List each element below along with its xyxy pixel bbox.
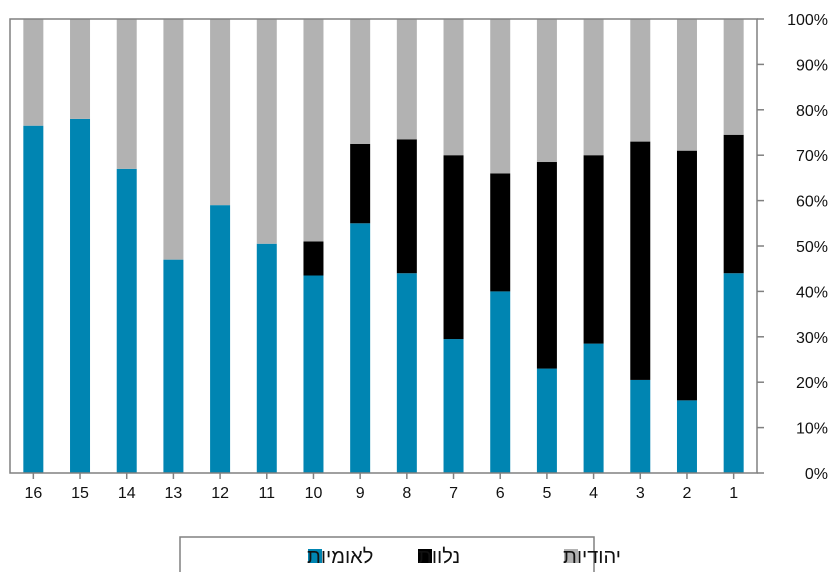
- bar-group-8: [396, 19, 417, 473]
- y-tick-label: 70%: [796, 148, 828, 165]
- bar-segment-7-series-1: [443, 339, 464, 473]
- y-tick-label: 10%: [796, 421, 828, 438]
- bar-group-15: [70, 19, 91, 473]
- bars-layer: [23, 19, 744, 473]
- bar-group-13: [163, 19, 184, 473]
- bar-segment-9-series-1: [350, 223, 371, 473]
- x-tick-label: 16: [24, 485, 42, 502]
- bar-segment-3-series-3: [630, 19, 651, 142]
- legend-swatch: [418, 549, 432, 563]
- bar-segment-4-series-2: [583, 155, 604, 344]
- x-tick-label: 12: [211, 485, 229, 502]
- x-tick-label: 15: [71, 485, 89, 502]
- bar-segment-11-series-3: [256, 19, 277, 244]
- bar-segment-10-series-2: [303, 241, 324, 276]
- bar-segment-6-series-1: [490, 291, 511, 473]
- x-tick-label: 3: [636, 485, 645, 502]
- bar-segment-16-series-3: [23, 19, 44, 126]
- x-tick-label: 2: [683, 485, 692, 502]
- bar-segment-2-series-2: [676, 150, 697, 401]
- bar-segment-5-series-2: [536, 162, 557, 369]
- x-tick-label: 7: [449, 485, 458, 502]
- legend: יהודיות נלוות לאומיות: [179, 536, 621, 572]
- bar-segment-6-series-3: [490, 19, 511, 174]
- legend-label: לאומיות: [307, 546, 373, 568]
- y-tick-label: 20%: [796, 375, 828, 392]
- bar-segment-15-series-3: [70, 19, 91, 119]
- bar-segment-12-series-1: [210, 205, 231, 473]
- legend-label: יהודיות: [563, 546, 621, 568]
- legend-box: [179, 536, 595, 572]
- bar-segment-15-series-1: [70, 118, 91, 473]
- legend-swatch: [308, 549, 322, 563]
- bar-group-11: [256, 19, 277, 473]
- bar-segment-11-series-1: [256, 243, 277, 473]
- y-axis: 0% 10% 20% 30% 40% 50% 60% 70% 80% 90% 100%: [757, 12, 828, 483]
- y-tick-label: 50%: [796, 239, 828, 256]
- y-tick-label: 0%: [805, 466, 828, 483]
- bar-segment-8-series-1: [396, 273, 417, 473]
- bar-group-10: [303, 19, 324, 473]
- bar-group-2: [676, 19, 697, 473]
- bar-group-3: [630, 19, 651, 473]
- x-tick-label: 6: [496, 485, 505, 502]
- bar-group-5: [536, 19, 557, 473]
- legend-swatch: [564, 549, 578, 563]
- x-tick-label: 10: [305, 485, 323, 502]
- bar-segment-10-series-1: [303, 275, 324, 473]
- bar-group-1: [723, 19, 744, 473]
- bar-segment-4-series-3: [583, 19, 604, 156]
- bar-segment-16-series-1: [23, 125, 44, 473]
- y-tick-label: 80%: [796, 103, 828, 120]
- bar-group-4: [583, 19, 604, 473]
- bar-segment-13-series-1: [163, 259, 184, 473]
- x-tick-label: 8: [402, 485, 411, 502]
- bar-segment-12-series-3: [210, 19, 231, 206]
- bar-group-14: [116, 19, 137, 473]
- bar-segment-1-series-1: [723, 273, 744, 473]
- bar-segment-10-series-3: [303, 19, 324, 242]
- bar-group-12: [210, 19, 231, 473]
- bar-segment-13-series-3: [163, 19, 184, 260]
- bar-group-9: [350, 19, 371, 473]
- bar-segment-2-series-1: [676, 400, 697, 473]
- bar-segment-4-series-1: [583, 343, 604, 473]
- bar-segment-14-series-1: [116, 168, 137, 473]
- bar-segment-7-series-3: [443, 19, 464, 156]
- bar-group-16: [23, 19, 44, 473]
- bar-segment-14-series-3: [116, 19, 137, 169]
- x-tick-label: 4: [589, 485, 598, 502]
- bar-segment-1-series-3: [723, 19, 744, 135]
- bar-segment-6-series-2: [490, 173, 511, 292]
- x-tick-label: 14: [118, 485, 136, 502]
- bar-group-6: [490, 19, 511, 473]
- y-tick-label: 60%: [796, 194, 828, 211]
- bar-segment-5-series-3: [536, 19, 557, 163]
- bar-segment-9-series-2: [350, 143, 371, 224]
- bar-segment-8-series-2: [396, 139, 417, 274]
- x-tick-label: 9: [356, 485, 365, 502]
- y-tick-label: 90%: [796, 57, 828, 74]
- y-tick-label: 40%: [796, 284, 828, 301]
- bar-segment-9-series-3: [350, 19, 371, 144]
- x-tick-label: 13: [165, 485, 183, 502]
- bar-group-7: [443, 19, 464, 473]
- legend-label: נלוות: [418, 546, 460, 568]
- x-tick-label: 5: [542, 485, 551, 502]
- bar-segment-5-series-1: [536, 368, 557, 473]
- bar-segment-3-series-1: [630, 379, 651, 473]
- x-tick-label: 11: [258, 485, 275, 502]
- y-tick-label: 30%: [796, 330, 828, 347]
- y-tick-label: 100%: [787, 12, 828, 29]
- bar-segment-1-series-2: [723, 134, 744, 274]
- bar-segment-7-series-2: [443, 155, 464, 340]
- bar-segment-2-series-3: [676, 19, 697, 151]
- bar-segment-3-series-2: [630, 141, 651, 380]
- bar-segment-8-series-3: [396, 19, 417, 140]
- x-tick-label: 1: [729, 485, 738, 502]
